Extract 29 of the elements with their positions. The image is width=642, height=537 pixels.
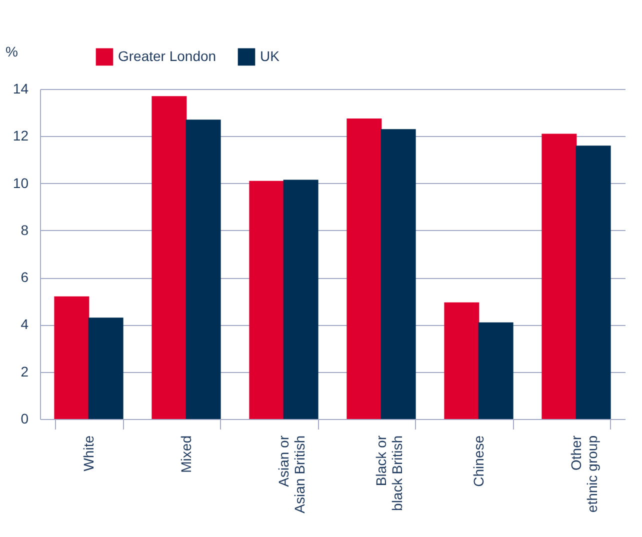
bar bbox=[152, 96, 187, 419]
x-tick-label: White bbox=[80, 435, 96, 472]
y-axis-title: % bbox=[6, 44, 18, 60]
x-tick-label: Chinese bbox=[470, 435, 486, 487]
y-tick-label: 8 bbox=[20, 222, 29, 238]
y-tick-label: 4 bbox=[20, 316, 29, 332]
y-tick-label: 2 bbox=[20, 363, 29, 380]
bar bbox=[542, 134, 577, 419]
bar bbox=[380, 129, 416, 419]
y-tick-label: 6 bbox=[20, 269, 29, 286]
x-tick-label: Mixed bbox=[178, 436, 194, 473]
bar bbox=[88, 318, 124, 419]
bar bbox=[346, 118, 382, 419]
legend-label: UK bbox=[260, 48, 280, 64]
x-tick-label: Black or black British bbox=[372, 435, 405, 511]
x-tick-label: Asian or Asian British bbox=[275, 435, 308, 514]
y-tick-label: 14 bbox=[12, 80, 29, 96]
bar bbox=[444, 302, 480, 419]
x-tick-label: Other ethnic group bbox=[568, 435, 600, 513]
y-tick-label: 12 bbox=[12, 128, 29, 144]
bar bbox=[478, 322, 514, 419]
bar bbox=[283, 180, 318, 419]
bar bbox=[54, 296, 90, 419]
bar bbox=[576, 146, 611, 419]
y-tick-label: 10 bbox=[12, 174, 29, 191]
y-tick-label: 0 bbox=[20, 410, 29, 426]
bar bbox=[186, 120, 221, 419]
legend-label: Greater London bbox=[118, 48, 216, 64]
bar bbox=[249, 180, 284, 419]
